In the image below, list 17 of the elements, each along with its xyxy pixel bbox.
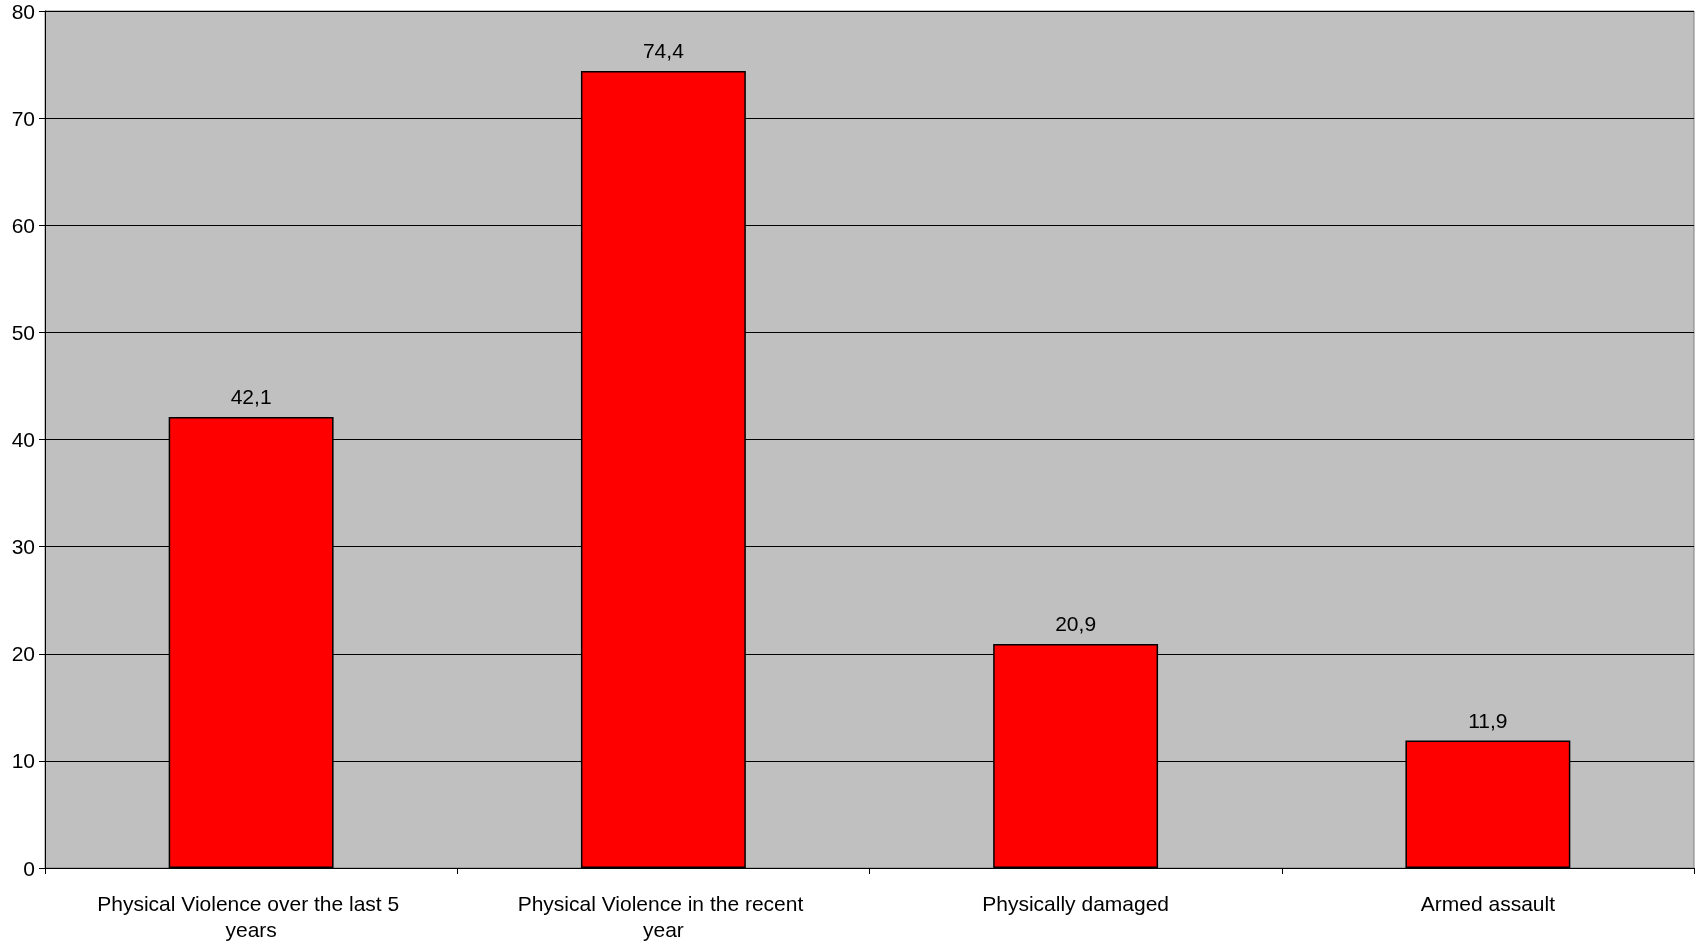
data-label: 42,1 bbox=[230, 385, 272, 408]
data-label: 74,4 bbox=[642, 38, 685, 62]
y-tick-label: 40 bbox=[11, 428, 35, 451]
y-tick-label: 10 bbox=[11, 749, 35, 773]
x-tick-label: Physical Violence over the last 5 years bbox=[97, 891, 406, 941]
y-tick-label: 20 bbox=[11, 642, 35, 666]
x-tick-label: Physical Violence in the recent year bbox=[517, 891, 810, 941]
x-tick-label: Armed assault bbox=[1420, 891, 1556, 915]
y-tick-label: 60 bbox=[11, 213, 35, 237]
y-tick-label: 30 bbox=[11, 535, 35, 559]
x-tick-label: Physically damaged bbox=[982, 891, 1170, 915]
y-tick-label: 50 bbox=[11, 320, 35, 344]
data-label: 20,9 bbox=[1055, 612, 1097, 636]
data-label: 11,9 bbox=[1468, 708, 1508, 732]
y-tick-label: 0 bbox=[23, 856, 35, 880]
y-tick-label: 80 bbox=[11, 0, 35, 23]
y-tick-label: 70 bbox=[11, 106, 35, 130]
